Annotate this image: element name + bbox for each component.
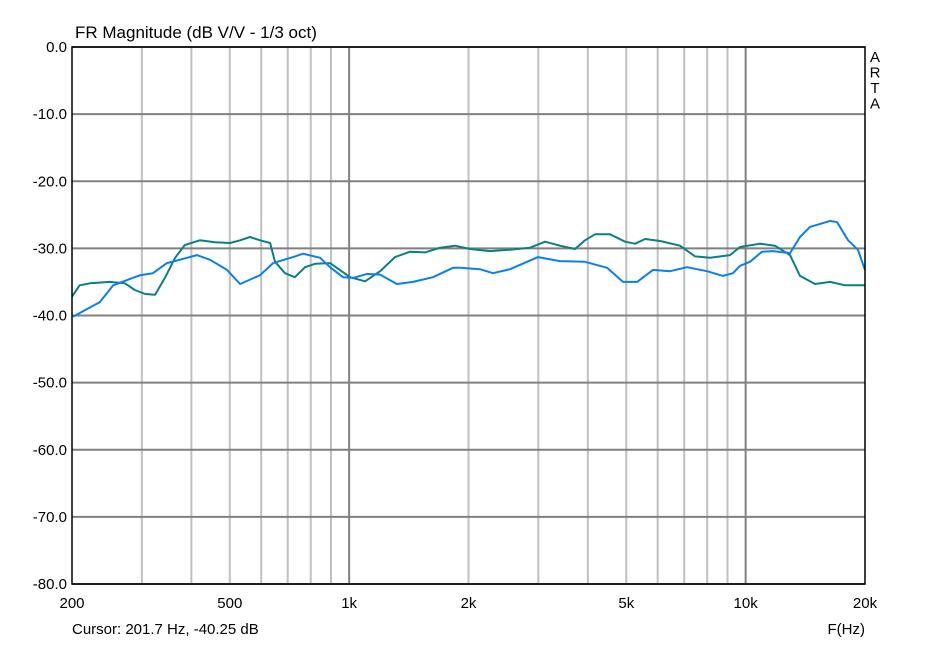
- y-tick-label: -10.0: [33, 106, 67, 123]
- y-tick-labels: 0.0 -10.0 -20.0 -30.0 -40.0 -50.0 -60.0 -70.0 -8…: [33, 39, 67, 593]
- series-2-line: [72, 219, 866, 318]
- y-tick-label: -30.0: [33, 240, 67, 257]
- y-tick-label: -20.0: [33, 173, 67, 190]
- chart-title: FR Magnitude (dB V/V - 1/3 oct): [75, 23, 317, 42]
- y-tick-label: -60.0: [33, 442, 67, 459]
- x-tick-label: 5k: [618, 595, 634, 612]
- y-tick-label: 0.0: [46, 39, 67, 56]
- x-tick-label: 2k: [461, 595, 477, 612]
- x-tick-label: 20k: [853, 595, 878, 612]
- y-tick-label: -80.0: [33, 576, 67, 593]
- arta-letter: T: [870, 80, 879, 97]
- y-tick-label: -50.0: [33, 375, 67, 392]
- series-1-line: [71, 233, 865, 298]
- plot-frame: [71, 46, 866, 585]
- x-tick-labels: 200 500 1k 2k 5k 10k 20k: [59, 595, 877, 612]
- x-tick-label: 200: [59, 595, 84, 612]
- arta-letter: A: [870, 96, 880, 113]
- x-tick-label: 10k: [734, 595, 759, 612]
- y-tick-label: -70.0: [33, 509, 67, 526]
- curves: [71, 219, 866, 318]
- arta-letter: R: [870, 65, 881, 82]
- arta-letter: A: [870, 49, 880, 66]
- x-axis-label: F(Hz): [828, 621, 866, 638]
- x-tick-label: 1k: [341, 595, 357, 612]
- cursor-readout: Cursor: 201.7 Hz, -40.25 dB: [72, 621, 259, 638]
- y-tick-label: -40.0: [33, 308, 67, 325]
- x-tick-label: 500: [217, 595, 242, 612]
- grid: [72, 46, 865, 585]
